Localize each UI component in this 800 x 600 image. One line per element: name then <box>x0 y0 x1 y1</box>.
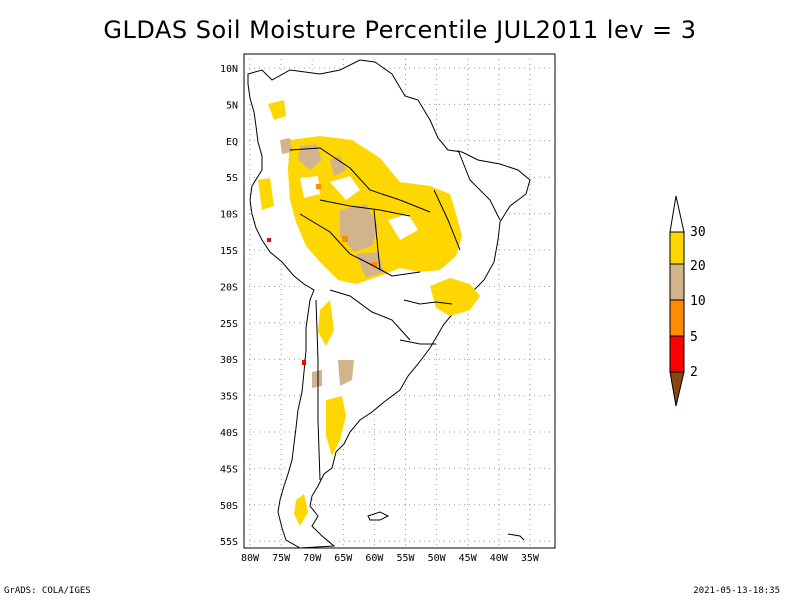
lat-tick-label: 35S <box>220 392 238 403</box>
lon-tick-label: 60W <box>365 553 384 564</box>
footer-timestamp: 2021-05-13-18:35 <box>693 586 780 596</box>
lon-tick-label: 45W <box>459 553 478 564</box>
lon-tick-label: 40W <box>490 553 509 564</box>
lon-tick-label: 80W <box>241 553 260 564</box>
lat-tick-label: 15S <box>220 246 238 257</box>
colorbar-bottom-arrow <box>669 371 685 407</box>
colorbar-label-20: 20 <box>690 259 706 274</box>
lat-tick-label: 50S <box>220 501 238 512</box>
lat-tick-label: 55S <box>220 537 238 548</box>
lat-tick-label: 10N <box>220 64 238 75</box>
country-borders <box>289 147 501 481</box>
percentile-10-20-shading <box>280 138 384 388</box>
data-gaps <box>300 176 418 240</box>
lat-tick-label: 20S <box>220 282 238 293</box>
lon-tick-label: 35W <box>521 553 540 564</box>
lat-tick-label: 25S <box>220 319 238 330</box>
colorbar-label-5: 5 <box>690 330 698 345</box>
lat-tick-label: 45S <box>220 464 238 475</box>
lon-tick-label: 75W <box>272 553 291 564</box>
percentile-20-30-shading <box>258 100 480 526</box>
lat-tick-label: EQ <box>226 137 238 148</box>
footer-credit: GrADS: COLA/IGES <box>4 586 91 596</box>
lat-tick-label: 5S <box>226 173 238 184</box>
latitude-tick-labels: 10N 5N EQ 5S 10S 15S 20S 25S 30S 35S 40S 45S 50S 55S <box>220 64 238 548</box>
lon-tick-label: 55W <box>396 553 415 564</box>
colorbar-segment-30 <box>669 231 685 265</box>
colorbar-label-10: 10 <box>690 294 706 309</box>
lat-tick-label: 30S <box>220 355 238 366</box>
lat-tick-label: 10S <box>220 210 238 221</box>
map-panel <box>243 53 556 549</box>
lon-tick-label: 50W <box>428 553 447 564</box>
percentile-2-5-shading <box>267 238 306 365</box>
colorbar-segment-10 <box>669 299 685 337</box>
percentile-5-10-shading <box>316 184 377 267</box>
colorbar-label-30: 30 <box>690 225 706 240</box>
lat-tick-label: 5N <box>226 100 238 111</box>
lat-tick-label: 40S <box>220 428 238 439</box>
lon-tick-label: 70W <box>303 553 322 564</box>
lon-tick-label: 65W <box>334 553 353 564</box>
falkland-islands <box>367 511 390 521</box>
colorbar-top-arrow <box>669 195 685 233</box>
south-georgia-island <box>507 533 525 541</box>
colorbar-segment-20 <box>669 263 685 301</box>
colorbar: 30 20 10 5 2 <box>669 195 706 407</box>
colorbar-segment-5 <box>669 335 685 373</box>
colorbar-label-2: 2 <box>690 365 698 380</box>
map-title: GLDAS Soil Moisture Percentile JUL2011 l… <box>103 16 697 44</box>
longitude-tick-labels: 80W 75W 70W 65W 60W 55W 50W 45W 40W 35W <box>241 553 540 564</box>
